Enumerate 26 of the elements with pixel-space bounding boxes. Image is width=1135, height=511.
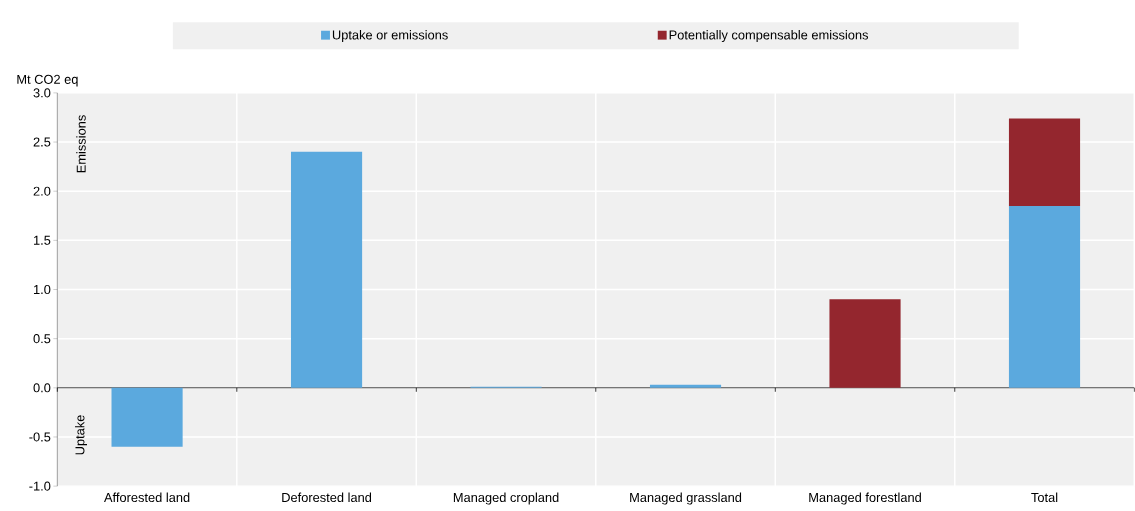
y-tick-label: 1.5 [33,235,51,245]
y-tick-label: 2.0 [33,186,51,196]
y-tick-label: 2.5 [33,137,51,147]
legend-label: Potentially compensable emissions [669,30,869,43]
annotation: Uptake [75,415,88,455]
legend-label: Uptake or emissions [332,30,448,43]
bar [1008,118,1081,207]
x-tick-label: Managed forestland [809,492,921,505]
x-tick-label: Managed grassland [630,492,742,505]
annotation: Emissions [76,115,86,173]
y-tick-label: 3.0 [33,88,51,98]
bar [111,387,183,447]
y-tick-label: -1.0 [29,481,51,491]
bar [649,384,722,388]
bar [829,299,901,388]
y-tick-label: 0.5 [33,334,51,344]
y-tick-label: -0.5 [29,432,51,442]
x-tick-label: Afforested land [104,492,190,503]
x-tick-label: Deforested land [282,492,372,503]
x-tick-label: Managed cropland [453,492,559,505]
y-tick-label: 0.0 [33,383,51,393]
x-tick-label: Total [1031,492,1058,503]
bar [290,151,363,388]
bar [1008,206,1081,388]
y-tick-label: 1.0 [33,285,51,295]
y-axis-title: Mt CO2 eq [17,74,78,87]
